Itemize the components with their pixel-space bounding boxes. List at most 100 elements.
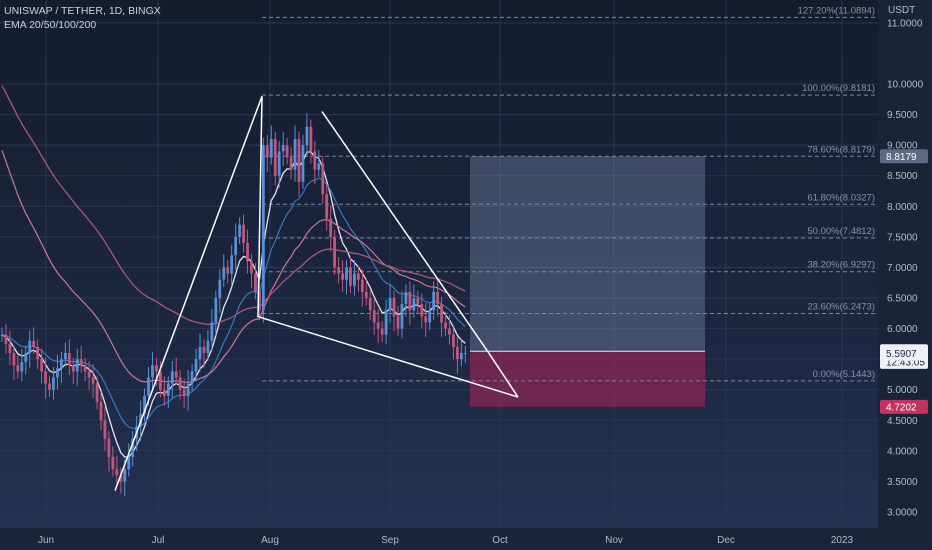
- candle-body: [364, 291, 368, 298]
- price-axis: USDT3.00003.50004.00004.50005.00005.5000…: [878, 0, 932, 528]
- time-tick-label: Aug: [261, 535, 279, 546]
- candle-body: [345, 267, 348, 280]
- price-tick-label: 4.5000: [887, 416, 918, 427]
- candle-body: [56, 368, 59, 378]
- symbol-title[interactable]: UNISWAP / TETHER, 1D, BINGX: [4, 5, 161, 17]
- currency-label: USDT: [888, 5, 915, 16]
- candle-body: [360, 279, 364, 292]
- candle-body: [143, 395, 146, 415]
- price-tick-label: 6.5000: [887, 294, 918, 305]
- candle-body: [111, 456, 115, 470]
- candle-body: [353, 273, 356, 286]
- indicator-label[interactable]: EMA 20/50/100/200: [4, 19, 97, 31]
- price-tick-label: 11.0000: [887, 18, 923, 29]
- wedge-rise-line: [114, 95, 263, 491]
- candle-body: [155, 365, 158, 372]
- candle-body: [452, 334, 455, 347]
- candle-body: [273, 139, 277, 176]
- time-tick-label: Dec: [717, 535, 735, 546]
- candle-body: [222, 267, 226, 280]
- price-tick-label: 9.0000: [887, 141, 918, 152]
- chart-legend: UNISWAP / TETHER, 1D, BINGX EMA 20/50/10…: [4, 4, 161, 32]
- candle-body: [147, 377, 150, 396]
- wedge-tip-line: [487, 351, 519, 398]
- candle-body: [246, 242, 249, 262]
- candle-body: [127, 456, 131, 470]
- candle-body: [384, 310, 388, 335]
- candle-body: [285, 145, 289, 158]
- candle-body: [190, 371, 194, 384]
- wedge-upper-line: [321, 111, 489, 353]
- candle-body: [277, 151, 281, 176]
- fib-label: 127.20%(11.0894): [798, 5, 875, 16]
- candle-body: [388, 298, 392, 311]
- candle-body: [444, 322, 447, 329]
- candle-body: [119, 475, 123, 482]
- candle-body: [174, 371, 178, 378]
- candle-body: [91, 377, 95, 384]
- candle-body: [269, 139, 273, 158]
- candle-body: [463, 353, 467, 355]
- fib-label: 23.60%(6.2473): [807, 301, 875, 312]
- price-tick-label: 7.5000: [887, 232, 918, 243]
- candle-body: [349, 267, 352, 286]
- candle-body: [159, 371, 162, 390]
- candle-body: [83, 365, 87, 372]
- candle-body: [198, 346, 202, 360]
- pattern-drawings: [114, 95, 519, 491]
- candle-body: [400, 304, 404, 329]
- candle-body: [4, 334, 8, 344]
- price-tag-label: 4.7202: [886, 402, 917, 413]
- time-axis-bg: [0, 528, 932, 550]
- candle-body: [254, 273, 257, 292]
- candle-body: [206, 340, 210, 354]
- time-tick-label: Jul: [152, 535, 165, 546]
- candle-body: [87, 371, 91, 378]
- candle-body: [392, 298, 396, 317]
- time-tick-label: Jun: [38, 535, 54, 546]
- candle-body: [52, 377, 55, 390]
- wedge-lower-line: [256, 315, 519, 398]
- fib-label: 61.80%(8.0327): [807, 192, 875, 203]
- time-tick-label: Oct: [492, 535, 508, 546]
- time-tick-label: Sep: [381, 535, 399, 546]
- candle-body: [420, 304, 424, 317]
- candle-body: [44, 371, 47, 384]
- candle-body: [16, 365, 20, 372]
- candle-body: [60, 359, 63, 369]
- candle-body: [75, 359, 79, 372]
- candle-body: [301, 145, 305, 182]
- price-tag: [880, 399, 928, 414]
- candle-body: [368, 298, 372, 311]
- fib-label: 100.00%(9.8181): [802, 83, 875, 94]
- wedge-left-edge: [257, 96, 263, 317]
- candle-body: [242, 224, 245, 243]
- price-tick-label: 9.5000: [887, 110, 918, 121]
- candle-body: [170, 371, 174, 384]
- price-axis-bg: [878, 0, 932, 528]
- candle-body: [337, 267, 340, 274]
- candle-body: [432, 291, 436, 311]
- candle-body: [428, 310, 432, 323]
- price-tick-label: 10.0000: [887, 80, 924, 91]
- price-tag: [880, 346, 928, 361]
- candle-body: [186, 383, 190, 396]
- candle-body: [261, 145, 265, 311]
- candle-body: [317, 163, 321, 170]
- candle-body: [376, 322, 380, 329]
- candle-body: [357, 273, 360, 280]
- candles: [0, 113, 467, 497]
- candle-body: [194, 359, 198, 372]
- candle-body: [48, 383, 51, 390]
- candle-body: [341, 273, 344, 280]
- ema-20-line: [1, 151, 466, 458]
- candle-body: [178, 377, 182, 390]
- candle-body: [226, 267, 230, 274]
- candle-body: [151, 365, 154, 378]
- position-zones: [470, 156, 705, 407]
- price-tick-label: 3.5000: [887, 477, 918, 488]
- ema-100-line: [1, 150, 466, 383]
- time-axis: Jun Jul Aug Sep Oct Nov Dec 2023: [0, 528, 932, 550]
